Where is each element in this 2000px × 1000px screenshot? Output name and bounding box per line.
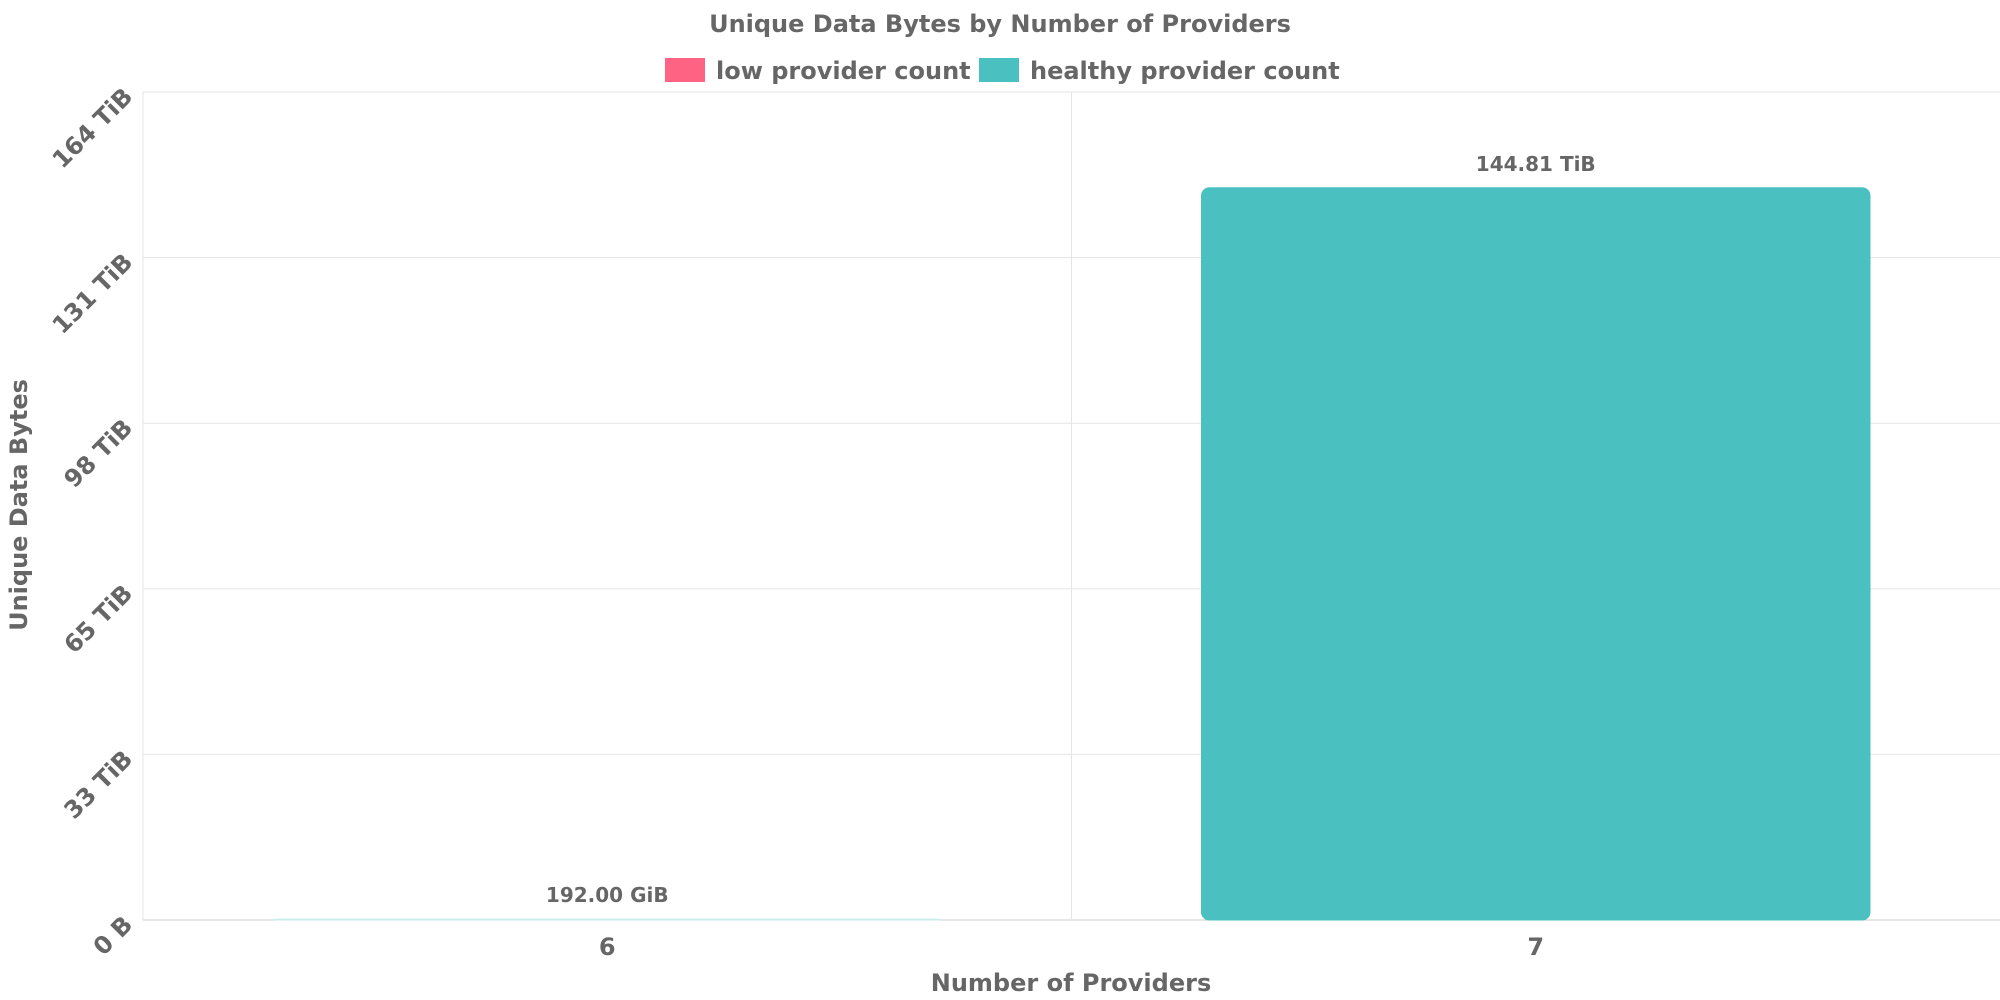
bar-7	[1200, 187, 1871, 921]
y-tick-label: 98 TiB	[59, 414, 139, 494]
x-axis-label: Number of Providers	[931, 969, 1211, 997]
y-tick-label: 164 TiB	[47, 82, 138, 173]
legend-label-low: low provider count	[716, 57, 971, 85]
y-axis-label: Unique Data Bytes	[5, 379, 33, 631]
bars	[272, 187, 1871, 921]
y-tick-label: 65 TiB	[59, 579, 139, 659]
data-label-7: 144.81 TiB	[1476, 152, 1596, 176]
y-tick-label: 131 TiB	[47, 248, 138, 339]
legend-swatch-healthy	[979, 58, 1019, 82]
bar-6	[272, 918, 943, 921]
y-tick-label: 0 B	[88, 910, 138, 960]
chart-title: Unique Data Bytes by Number of Providers	[709, 10, 1291, 38]
legend: low provider count healthy provider count	[665, 57, 1340, 85]
x-tick-6: 6	[599, 933, 616, 961]
legend-swatch-low	[665, 58, 705, 82]
y-tick-label: 33 TiB	[59, 745, 139, 825]
y-axis-ticks: 0 B 33 TiB 65 TiB 98 TiB 131 TiB 164 TiB	[47, 82, 138, 960]
x-tick-7: 7	[1527, 933, 1544, 961]
legend-label-healthy: healthy provider count	[1030, 57, 1340, 85]
data-labels: 192.00 GiB 144.81 TiB	[546, 152, 1596, 907]
data-label-6: 192.00 GiB	[546, 883, 669, 907]
